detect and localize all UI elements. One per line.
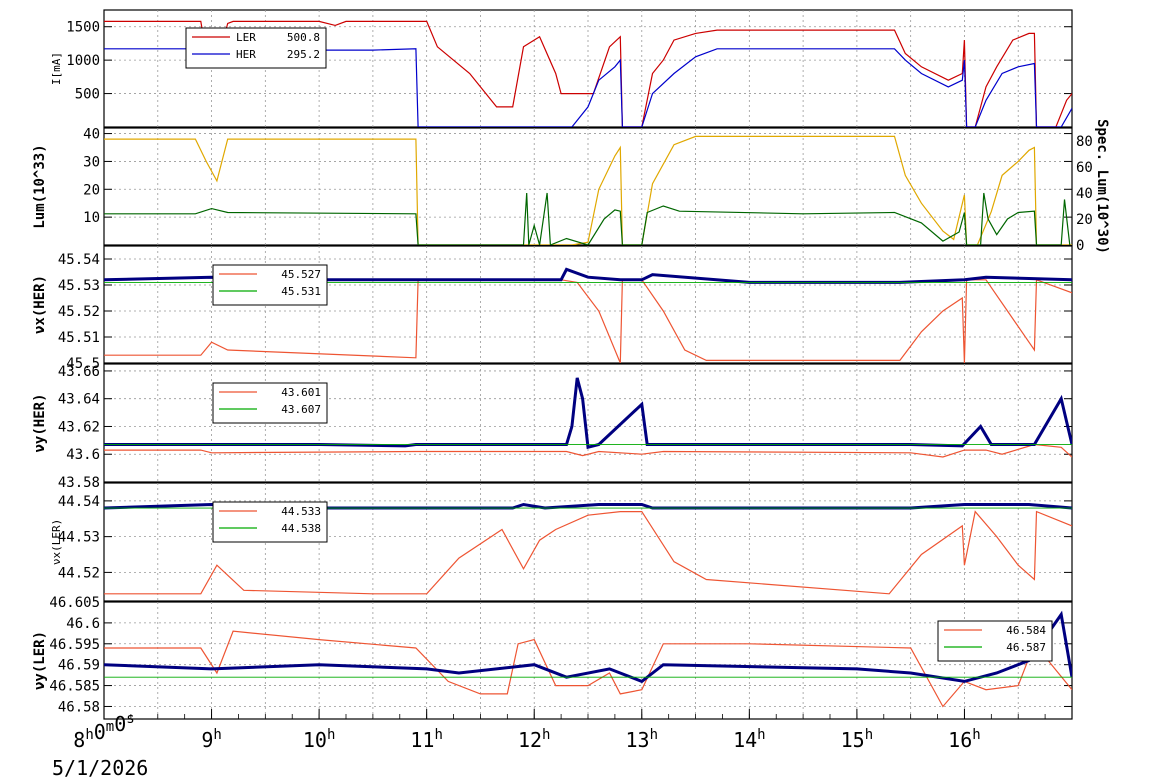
panel-nuy_ler: 46.58 46.585 46.59 46.595 46.6 46.605 νy(LER) 4… bbox=[32, 595, 1073, 720]
series-line-set bbox=[104, 510, 1072, 595]
legend-value: 295.2 bbox=[287, 48, 320, 61]
panel-nux_ler: 44.52 44.53 44.54 νx(LER) 44.533 44.538 bbox=[50, 482, 1073, 602]
panels-layer: 500 1000 1500 I[mA] LER 500.8 HER 295.2 10 20 30 40… bbox=[32, 9, 1110, 720]
series-line-measured bbox=[104, 610, 1072, 684]
x-tick-label: 10h bbox=[303, 727, 336, 752]
x-tick-label: 13h bbox=[626, 727, 659, 752]
y-tick-label: 43.58 bbox=[58, 475, 100, 491]
y-tick-label: 46.59 bbox=[58, 658, 100, 674]
legend-value: 43.601 bbox=[281, 386, 321, 399]
y-tick-label: 45.51 bbox=[58, 330, 100, 346]
y-tick-label: 44.52 bbox=[58, 565, 100, 581]
legend: 46.584 46.587 bbox=[937, 620, 1053, 662]
y-tick-label: 43.66 bbox=[58, 364, 100, 380]
y-tick-label: 44.53 bbox=[58, 530, 100, 546]
legend-box bbox=[212, 382, 328, 424]
y2-axis-title: Spec. Lum(10^30) bbox=[1094, 119, 1110, 254]
y-tick-label: 45.53 bbox=[58, 278, 100, 294]
legend-value: 45.531 bbox=[281, 285, 321, 298]
x-tick-label: 11h bbox=[410, 727, 443, 752]
legend-box bbox=[185, 27, 327, 69]
y-axis-title: νy(LER) bbox=[32, 631, 48, 690]
series-line-set bbox=[104, 278, 1072, 363]
y-tick-label: 30 bbox=[83, 154, 100, 170]
y2-tick-label: 60 bbox=[1076, 160, 1093, 176]
series-group bbox=[104, 377, 1072, 458]
y-tick-label: 45.5 bbox=[66, 356, 100, 372]
panel-luminosity: 10 20 30 40 Lum(10^33) 0 20 40 60 80 Spec. Lum(10^… bbox=[32, 119, 1110, 254]
y2-tick-label: 0 bbox=[1076, 238, 1084, 254]
y2-tick-label: 40 bbox=[1076, 186, 1093, 202]
x-tick-label: 16h bbox=[948, 727, 981, 752]
y-tick-label: 46.6 bbox=[66, 616, 100, 632]
legend: 45.527 45.531 bbox=[212, 264, 328, 306]
series-line-measured bbox=[104, 267, 1072, 284]
series-group bbox=[104, 135, 1072, 245]
x-tick-label: 12h bbox=[518, 727, 551, 752]
series-line-spec-lum bbox=[104, 192, 1071, 245]
y-tick-label: 43.62 bbox=[58, 419, 100, 435]
y-tick-label: 1000 bbox=[66, 53, 100, 69]
series-group bbox=[104, 20, 1072, 127]
legend-box bbox=[212, 264, 328, 306]
legend-value: 500.8 bbox=[287, 31, 320, 44]
y-axis-title: νy(HER) bbox=[32, 393, 48, 452]
legend-box bbox=[937, 620, 1053, 662]
panel-current: 500 1000 1500 I[mA] LER 500.8 HER 295.2 bbox=[50, 9, 1073, 128]
y-axis-title: Lum(10^33) bbox=[32, 144, 48, 228]
legend: 43.601 43.607 bbox=[212, 382, 328, 424]
y2-tick-label: 20 bbox=[1076, 212, 1093, 228]
legend-value: 44.538 bbox=[281, 522, 321, 535]
y-tick-label: 10 bbox=[83, 210, 100, 226]
legend-box bbox=[212, 501, 328, 543]
legend-value: 46.584 bbox=[1006, 624, 1046, 637]
y-axis-title: I[mA] bbox=[50, 52, 63, 85]
legend-value: 45.527 bbox=[281, 268, 321, 281]
legend-label: LER bbox=[236, 31, 256, 44]
x-tick-label: 9h bbox=[201, 727, 221, 752]
panel-frame bbox=[103, 601, 1073, 720]
date-label: 5/1/2026 bbox=[52, 756, 148, 780]
y-tick-label: 46.58 bbox=[58, 699, 100, 715]
legend: LER 500.8 HER 295.2 bbox=[185, 27, 327, 69]
y-tick-label: 43.64 bbox=[58, 392, 100, 408]
y-tick-label: 46.605 bbox=[49, 595, 100, 611]
y-axis-title: νx(HER) bbox=[32, 275, 48, 334]
x-tick-label: 15h bbox=[841, 727, 874, 752]
legend-value: 43.607 bbox=[281, 403, 321, 416]
x-tick-label: 14h bbox=[733, 727, 766, 752]
y-tick-label: 40 bbox=[83, 127, 100, 143]
y-tick-label: 20 bbox=[83, 182, 100, 198]
y-tick-label: 45.54 bbox=[58, 252, 100, 268]
panel-nux_her: 45.545.5145.5245.5345.54νx(HER)45.52745.… bbox=[32, 245, 1073, 372]
y-axis-title: νx(LER) bbox=[50, 519, 63, 565]
series-group bbox=[104, 610, 1072, 708]
y-tick-label: 1500 bbox=[66, 20, 100, 36]
y-tick-label: 500 bbox=[75, 87, 100, 103]
legend-value: 46.587 bbox=[1006, 641, 1046, 654]
series-line-her bbox=[104, 48, 1072, 127]
series-line-lum bbox=[104, 135, 1072, 245]
panel-nuy_her: 43.5843.643.6243.6443.66νy(HER)43.60143.… bbox=[32, 363, 1073, 491]
time-axis: 8h0m0s9h10h11h12h13h14h15h16h5/1/2026 bbox=[52, 709, 1073, 780]
y2-tick-label: 80 bbox=[1076, 134, 1093, 150]
y-tick-label: 46.585 bbox=[49, 679, 100, 695]
legend-label: HER bbox=[236, 48, 256, 61]
legend: 44.533 44.538 bbox=[212, 501, 328, 543]
y-tick-label: 44.54 bbox=[58, 494, 100, 510]
legend-value: 44.533 bbox=[281, 505, 321, 518]
y-tick-label: 46.595 bbox=[49, 637, 100, 653]
y-tick-label: 45.52 bbox=[58, 304, 100, 320]
series-line-set bbox=[104, 443, 1072, 458]
series-line-ler bbox=[104, 20, 1072, 127]
y-tick-label: 43.6 bbox=[66, 447, 100, 463]
